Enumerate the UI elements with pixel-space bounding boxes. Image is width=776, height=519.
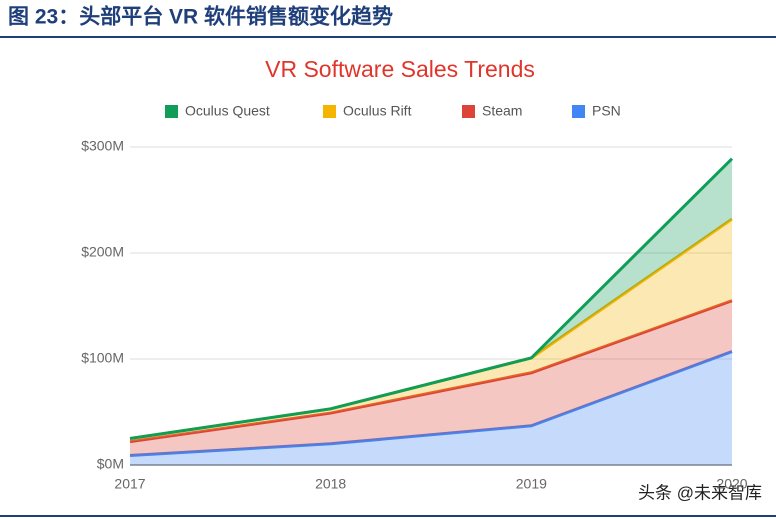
legend-swatch xyxy=(462,105,475,118)
area-line xyxy=(129,157,734,440)
chart-title: VR Software Sales Trends xyxy=(265,56,535,82)
legend-swatch xyxy=(323,105,336,118)
area-line xyxy=(129,350,733,457)
area xyxy=(130,158,732,439)
header-title: 图 23：头部平台 VR 软件销售额变化趋势 xyxy=(8,5,393,29)
legend-label: Oculus Rift xyxy=(343,103,412,119)
legend-label: PSN xyxy=(592,103,621,119)
y-tick-label: $100M xyxy=(81,350,124,366)
area xyxy=(130,351,732,465)
legend-swatch xyxy=(572,105,585,118)
area-line xyxy=(129,299,733,444)
y-tick-label: $200M xyxy=(81,244,124,260)
legend-swatch xyxy=(165,105,178,118)
y-tick-label: $300M xyxy=(81,138,124,154)
y-tick-label: $0M xyxy=(97,456,124,472)
legend-label: Oculus Quest xyxy=(185,103,270,119)
legend-label: Steam xyxy=(482,103,522,119)
x-tick-label: 2020 xyxy=(716,476,747,492)
area xyxy=(130,219,732,442)
x-tick-label: 2017 xyxy=(114,476,145,492)
x-tick-label: 2018 xyxy=(315,476,346,492)
x-tick-label: 2019 xyxy=(516,476,547,492)
area xyxy=(130,300,732,456)
watermark: 头条 @未来智库 xyxy=(638,483,762,502)
